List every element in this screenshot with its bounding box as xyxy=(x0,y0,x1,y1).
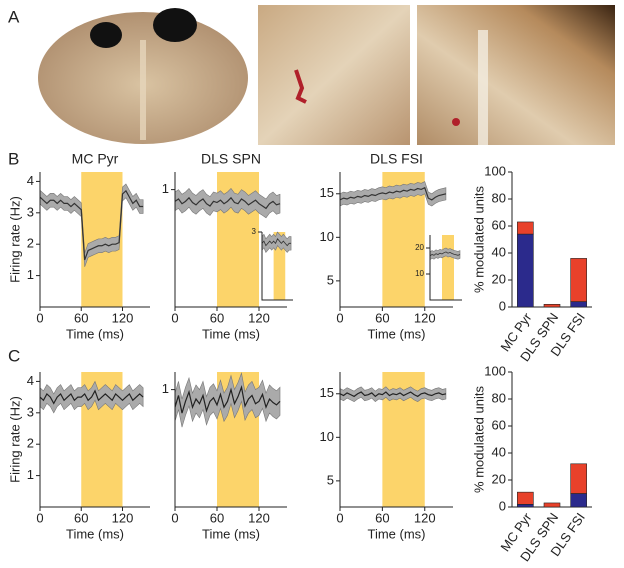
chart-title: DLS SPN xyxy=(201,151,261,167)
mean-line xyxy=(339,186,447,201)
x-axis-label: Time (ms) xyxy=(66,526,124,541)
x-tick-label: 120 xyxy=(414,310,436,325)
histology-images xyxy=(37,5,615,145)
error-band xyxy=(261,231,292,253)
x-tick-label: 0 xyxy=(336,510,343,525)
y-tick-label: 3 xyxy=(252,227,257,236)
x-tick-label: 60 xyxy=(375,510,389,525)
mean-line xyxy=(39,189,144,261)
x-tick-label: 60 xyxy=(375,310,389,325)
y-tick-label: 0 xyxy=(499,298,506,313)
mean-line xyxy=(339,391,447,398)
x-axis-label: Time (ms) xyxy=(367,326,425,341)
panel-label: A xyxy=(8,7,20,26)
mean-line xyxy=(39,389,144,405)
axis xyxy=(429,235,462,301)
error-band xyxy=(174,187,281,219)
y-tick-label: 3 xyxy=(27,204,34,219)
y-tick-label: 4 xyxy=(27,173,34,188)
y-tick-label: 2 xyxy=(27,436,34,451)
y-tick-label: 10 xyxy=(415,269,424,278)
y-tick-label: 3 xyxy=(27,404,34,419)
bar-segment xyxy=(543,502,561,508)
axis xyxy=(261,232,293,301)
mean-line xyxy=(174,385,281,414)
y-tick-label: 40 xyxy=(492,444,506,459)
x-tick-label: 60 xyxy=(210,310,224,325)
y-tick-label: 20 xyxy=(492,271,506,286)
chart-title: MC Pyr xyxy=(72,151,119,167)
y-tick-label: 5 xyxy=(327,272,334,287)
y-tick-label: 100 xyxy=(484,163,506,178)
x-tick-label: 120 xyxy=(248,310,270,325)
bar-segment xyxy=(517,221,534,235)
bar-segment xyxy=(517,503,534,508)
y-tick-label: 20 xyxy=(492,471,506,486)
bar-segment xyxy=(570,493,587,508)
y-tick-label: 4 xyxy=(27,373,34,388)
bar-segment xyxy=(570,258,587,302)
error-band xyxy=(429,247,461,261)
bar-segment xyxy=(517,491,534,505)
mean-line xyxy=(261,238,292,247)
x-axis-label: Time (ms) xyxy=(367,526,425,541)
x-axis-label: Time (ms) xyxy=(202,526,260,541)
y-tick-label: 5 xyxy=(327,472,334,487)
y-tick-label: 80 xyxy=(492,390,506,405)
y-tick-label: 0 xyxy=(499,498,506,513)
y-tick-label: 15 xyxy=(320,185,334,200)
chart-title: DLS FSI xyxy=(370,151,423,167)
highlight xyxy=(442,235,454,300)
y-tick-label: 60 xyxy=(492,417,506,432)
x-tick-label: 60 xyxy=(74,510,88,525)
y-tick-label: 1 xyxy=(27,267,34,282)
y-tick-label: 20 xyxy=(415,243,424,252)
error-band xyxy=(39,183,144,267)
highlight xyxy=(273,232,286,300)
y-axis-label: Firing rate (Hz) xyxy=(7,396,22,483)
error-band xyxy=(339,181,447,207)
y-tick-label: 1 xyxy=(162,181,169,196)
y-tick-label: 10 xyxy=(320,429,334,444)
y-axis-label: % modulated units xyxy=(471,386,486,493)
panel-label: C xyxy=(8,346,20,365)
x-tick-label: 120 xyxy=(112,310,134,325)
y-tick-label: 1 xyxy=(27,467,34,482)
x-tick-label: 120 xyxy=(414,510,436,525)
panel-label: B xyxy=(8,149,19,168)
y-tick-label: 10 xyxy=(320,229,334,244)
x-tick-label: 60 xyxy=(210,510,224,525)
x-tick-label: 0 xyxy=(171,310,178,325)
y-tick-label: 100 xyxy=(484,363,506,378)
y-axis-label: % modulated units xyxy=(471,186,486,293)
x-tick-label: 0 xyxy=(36,310,43,325)
bar-segment xyxy=(543,303,561,308)
y-tick-label: 80 xyxy=(492,190,506,205)
x-tick-label: 120 xyxy=(248,510,270,525)
mean-line xyxy=(174,196,281,210)
bar-segment xyxy=(570,301,587,308)
x-tick-label: 0 xyxy=(171,510,178,525)
bar-segment xyxy=(517,233,534,308)
y-tick-label: 15 xyxy=(320,385,334,400)
highlight xyxy=(217,172,259,307)
x-axis-label: Time (ms) xyxy=(66,326,124,341)
x-tick-label: 120 xyxy=(112,510,134,525)
mean-line xyxy=(429,251,461,257)
x-tick-label: 60 xyxy=(74,310,88,325)
bar-segment xyxy=(570,463,587,494)
x-axis-label: Time (ms) xyxy=(202,326,260,341)
x-tick-label: 0 xyxy=(36,510,43,525)
y-tick-label: 1 xyxy=(162,381,169,396)
y-tick-label: 40 xyxy=(492,244,506,259)
y-tick-label: 60 xyxy=(492,217,506,232)
y-axis-label: Firing rate (Hz) xyxy=(7,196,22,283)
x-tick-label: 0 xyxy=(336,310,343,325)
y-tick-label: 2 xyxy=(27,236,34,251)
